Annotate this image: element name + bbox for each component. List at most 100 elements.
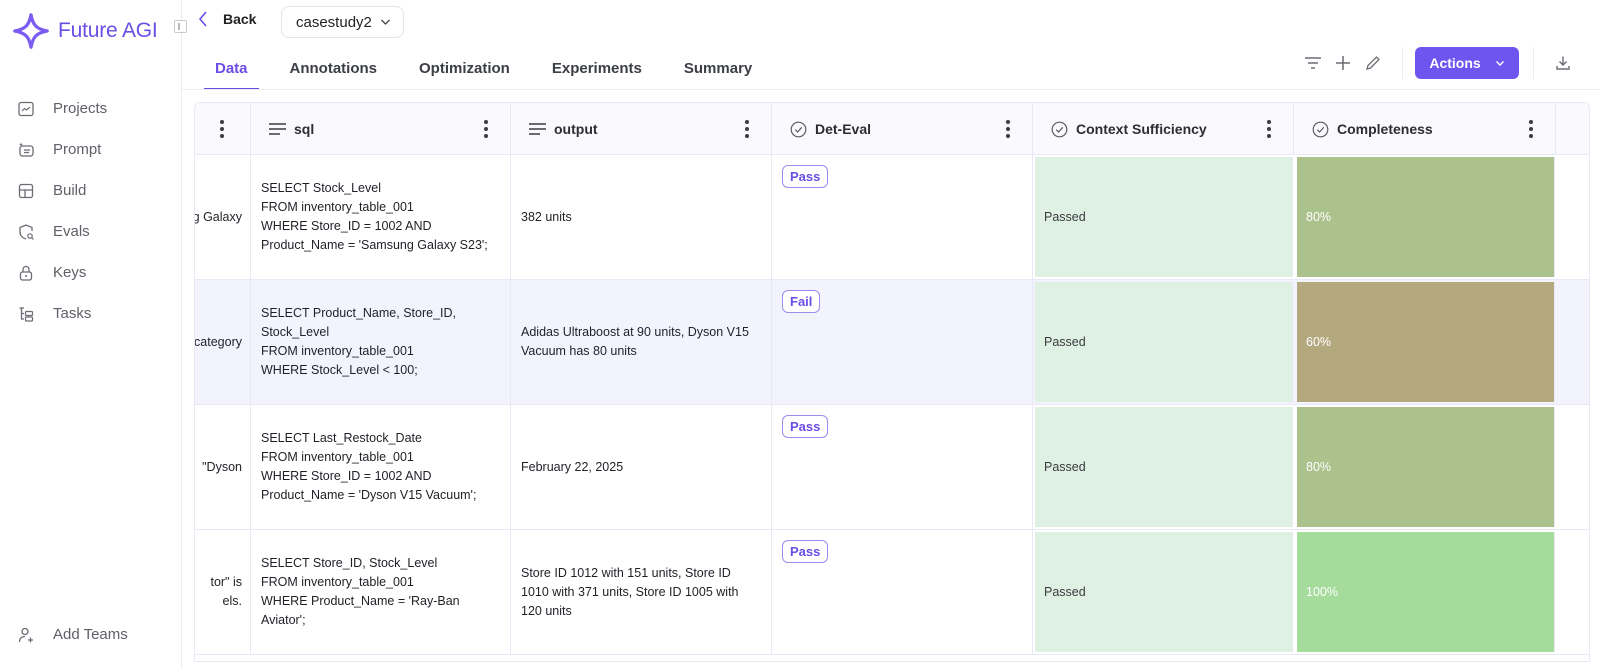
actions-button[interactable]: Actions xyxy=(1415,47,1519,79)
column-header-completeness[interactable]: Completeness xyxy=(1294,103,1556,155)
sql-cell[interactable]: SELECT Store_ID, Stock_Level FROM invent… xyxy=(251,530,511,654)
context-sufficiency-cell[interactable]: Passed xyxy=(1035,157,1293,277)
input-cell[interactable]: "Dyson xyxy=(195,405,251,529)
tab-divider xyxy=(182,89,1600,90)
grid-header: sql output Det-Eval Context Sufficiency xyxy=(195,103,1589,155)
download-icon[interactable] xyxy=(1552,52,1574,74)
text-lines-icon xyxy=(529,123,546,135)
column-header-output[interactable]: output xyxy=(511,103,772,155)
sidebar-item-keys[interactable]: Keys xyxy=(0,252,182,293)
sidebar-item-label: Projects xyxy=(53,100,108,117)
status-badge: Fail xyxy=(782,290,821,313)
check-circle-icon xyxy=(1312,121,1329,137)
column-menu-icon[interactable] xyxy=(1267,120,1271,138)
tasks-tree-icon xyxy=(19,306,34,322)
context-sufficiency-cell[interactable]: Passed xyxy=(1035,407,1293,527)
context-sufficiency-cell[interactable]: Passed xyxy=(1035,532,1293,652)
sidebar-item-add-teams[interactable]: Add Teams xyxy=(0,614,182,655)
det-eval-cell[interactable]: Pass xyxy=(772,405,1033,529)
column-menu-icon[interactable] xyxy=(220,120,224,138)
sidebar-item-tasks[interactable]: Tasks xyxy=(0,293,182,334)
sql-cell[interactable]: SELECT Stock_Level FROM inventory_table_… xyxy=(251,155,511,279)
actions-label: Actions xyxy=(1429,55,1481,71)
output-cell[interactable]: Adidas Ultraboost at 90 units, Dyson V15… xyxy=(511,280,772,404)
grid-icon xyxy=(18,183,34,198)
sidebar-item-label: Add Teams xyxy=(53,626,128,643)
sidebar-footer: Add Teams xyxy=(0,614,182,655)
prompt-icon xyxy=(19,142,34,157)
table-row[interactable]: "Dyson SELECT Last_Restock_Date FROM inv… xyxy=(195,405,1589,530)
table-row[interactable]: tor" is els. SELECT Store_ID, Stock_Leve… xyxy=(195,530,1589,655)
sidebar-item-label: Evals xyxy=(53,223,90,240)
sql-cell[interactable]: SELECT Product_Name, Store_ID, Stock_Lev… xyxy=(251,280,511,404)
column-menu-icon[interactable] xyxy=(484,120,488,138)
filter-icon[interactable] xyxy=(1302,52,1324,74)
brand-name: Future AGI xyxy=(58,19,158,42)
completeness-cell[interactable]: 80% xyxy=(1297,157,1555,277)
lock-icon xyxy=(19,265,33,281)
chevron-down-icon xyxy=(380,19,390,25)
sidebar-item-label: Build xyxy=(53,182,87,199)
toolbar-divider xyxy=(1402,47,1403,79)
tab-experiments[interactable]: Experiments xyxy=(551,59,642,77)
check-circle-icon xyxy=(790,121,807,137)
output-cell[interactable]: February 22, 2025 xyxy=(511,405,772,529)
dataset-selector[interactable]: casestudy2 xyxy=(281,6,404,38)
input-cell[interactable]: category xyxy=(195,280,251,404)
future-agi-star-icon xyxy=(13,13,49,49)
sql-cell[interactable]: SELECT Last_Restock_Date FROM inventory_… xyxy=(251,405,511,529)
back-label: Back xyxy=(223,11,257,27)
toolbar-divider xyxy=(1533,47,1534,79)
table-row[interactable]: category SELECT Product_Name, Store_ID, … xyxy=(195,280,1589,405)
status-badge: Pass xyxy=(782,415,829,438)
tab-optimization[interactable]: Optimization xyxy=(419,59,510,77)
shield-search-icon xyxy=(19,223,34,240)
column-header-context-sufficiency[interactable]: Context Sufficiency xyxy=(1033,103,1294,155)
tab-summary[interactable]: Summary xyxy=(683,59,753,77)
table-row[interactable]: g Galaxy SELECT Stock_Level FROM invento… xyxy=(195,155,1589,280)
context-sufficiency-cell[interactable]: Passed xyxy=(1035,282,1293,402)
add-user-icon xyxy=(18,627,33,642)
tab-data[interactable]: Data xyxy=(194,46,269,90)
completeness-cell[interactable]: 80% xyxy=(1297,407,1555,527)
status-badge: Pass xyxy=(782,165,829,188)
det-eval-cell[interactable]: Fail xyxy=(772,280,1033,404)
det-eval-cell[interactable]: Pass xyxy=(772,530,1033,654)
pencil-icon[interactable] xyxy=(1362,52,1384,74)
det-eval-cell[interactable]: Pass xyxy=(772,155,1033,279)
collapse-sidebar-button[interactable] xyxy=(174,20,187,33)
back-button[interactable]: Back xyxy=(197,10,256,28)
column-header-input[interactable] xyxy=(195,103,251,155)
column-header-sql[interactable]: sql xyxy=(251,103,511,155)
column-menu-icon[interactable] xyxy=(1006,120,1010,138)
sidebar-item-projects[interactable]: Projects xyxy=(0,88,182,129)
output-cell[interactable]: 382 units xyxy=(511,155,772,279)
completeness-cell[interactable]: 100% xyxy=(1297,532,1555,652)
chevron-left-icon xyxy=(198,11,207,27)
sidebar-item-label: Prompt xyxy=(53,141,102,158)
chevron-down-icon xyxy=(1495,60,1504,66)
completeness-cell[interactable]: 60% xyxy=(1297,282,1555,402)
status-badge: Pass xyxy=(782,540,829,563)
tab-bar: Data Annotations Optimization Experiment… xyxy=(194,46,773,90)
input-cell[interactable]: g Galaxy xyxy=(195,155,251,279)
sidebar-item-prompt[interactable]: Prompt xyxy=(0,129,182,170)
column-menu-icon[interactable] xyxy=(1529,120,1533,138)
sidebar-item-build[interactable]: Build xyxy=(0,170,182,211)
column-menu-icon[interactable] xyxy=(745,120,749,138)
sidebar: Future AGI Projects Prompt Build Evals xyxy=(0,0,187,669)
tab-annotations[interactable]: Annotations xyxy=(289,59,378,77)
text-lines-icon xyxy=(269,123,286,135)
output-cell[interactable]: Store ID 1012 with 151 units, Store ID 1… xyxy=(511,530,772,654)
dataset-name: casestudy2 xyxy=(296,13,372,31)
sidebar-item-label: Keys xyxy=(53,264,87,281)
sidebar-item-label: Tasks xyxy=(53,305,92,322)
input-cell[interactable]: tor" is els. xyxy=(195,530,251,654)
column-header-det-eval[interactable]: Det-Eval xyxy=(772,103,1033,155)
brand-logo[interactable]: Future AGI xyxy=(12,12,158,50)
toolbar: Actions xyxy=(1302,47,1600,79)
plus-icon[interactable] xyxy=(1332,52,1354,74)
data-grid: sql output Det-Eval Context Sufficiency xyxy=(194,102,1590,662)
sidebar-item-evals[interactable]: Evals xyxy=(0,211,182,252)
